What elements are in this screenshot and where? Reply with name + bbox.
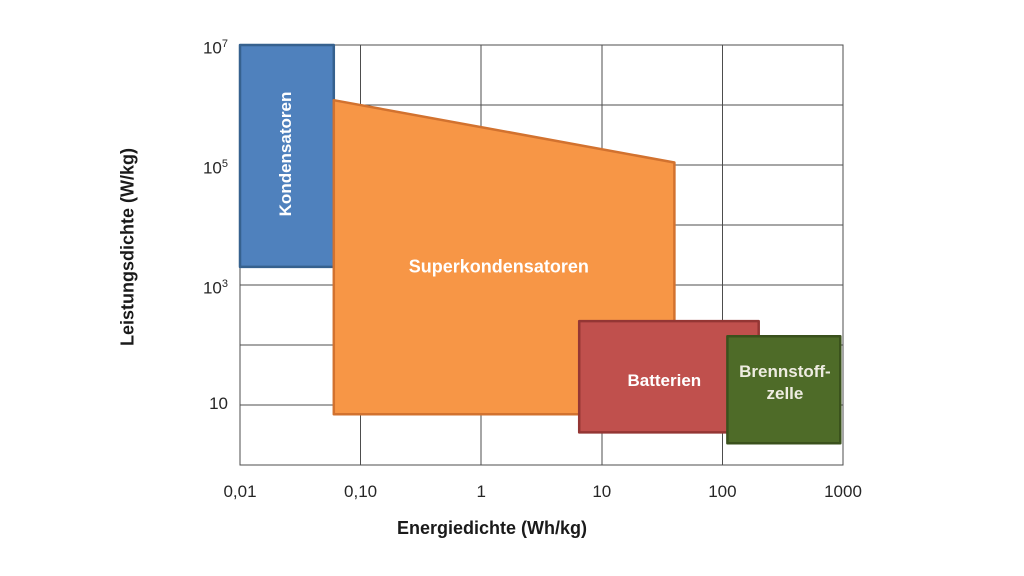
- x-tick-label: 1: [476, 482, 486, 501]
- region-label-line: Kondensatoren: [275, 92, 295, 217]
- region-label-superkondensatoren: Superkondensatoren: [409, 255, 589, 278]
- x-tick-label: 1000: [824, 482, 862, 501]
- y-axis-title: Leistungsdichte (W/kg): [117, 148, 138, 346]
- y-tick-label: 103: [202, 278, 228, 298]
- x-axis-title: Energiedichte (Wh/kg): [396, 518, 588, 538]
- x-tick-label: 10: [592, 482, 612, 501]
- region-label-kondensatoren: Kondensatoren: [275, 92, 297, 217]
- region-label-brennstoffzelle: Brennstoff-zelle: [739, 361, 831, 405]
- x-tick-label: 0,10: [344, 482, 378, 501]
- y-tick-label: 105: [202, 158, 228, 178]
- region-label-line: Batterien: [627, 371, 702, 391]
- region-brennstoffzelle: [726, 334, 842, 445]
- region-label-line: zelle: [766, 384, 804, 404]
- y-tick-label: 107: [202, 38, 228, 58]
- y-tick-label: 10: [209, 394, 228, 413]
- x-tick-label: 0,01: [223, 482, 257, 501]
- region-label-batterien: Batterien: [627, 370, 701, 392]
- region-label-line: Superkondensatoren: [408, 256, 589, 277]
- x-tick-label: 100: [708, 482, 737, 501]
- region-label-line: Brennstoff-: [739, 362, 831, 382]
